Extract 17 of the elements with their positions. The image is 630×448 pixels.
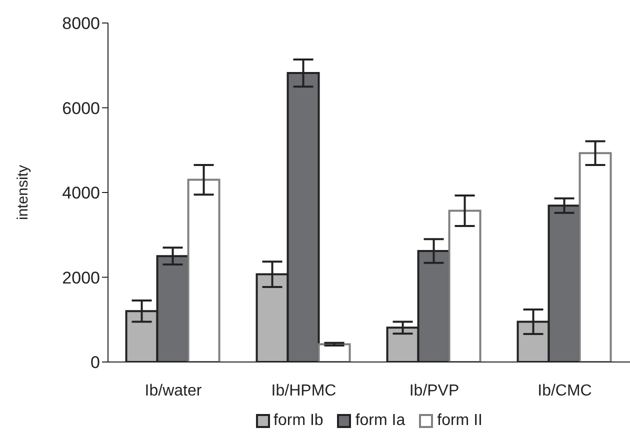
legend-label: form Ia xyxy=(355,412,406,430)
bar xyxy=(448,210,482,362)
x-tick-label: Ib/CMC xyxy=(538,382,592,400)
y-axis-title: intensity xyxy=(14,164,32,220)
bar xyxy=(578,152,612,362)
x-tick-label: Ib/PVP xyxy=(409,382,460,400)
legend-label: form II xyxy=(437,412,482,430)
legend-label: form Ib xyxy=(274,412,324,430)
y-tick-label: 2000 xyxy=(62,268,100,288)
y-tick-label: 8000 xyxy=(62,14,100,34)
bar xyxy=(187,178,220,362)
bar xyxy=(318,343,351,362)
y-tick-label: 6000 xyxy=(62,98,100,118)
y-tick-label: 0 xyxy=(90,353,100,372)
x-tick-label: Ib/HPMC xyxy=(271,382,336,400)
x-tick-label: Ib/water xyxy=(144,382,202,400)
y-tick-label: 4000 xyxy=(62,184,100,203)
